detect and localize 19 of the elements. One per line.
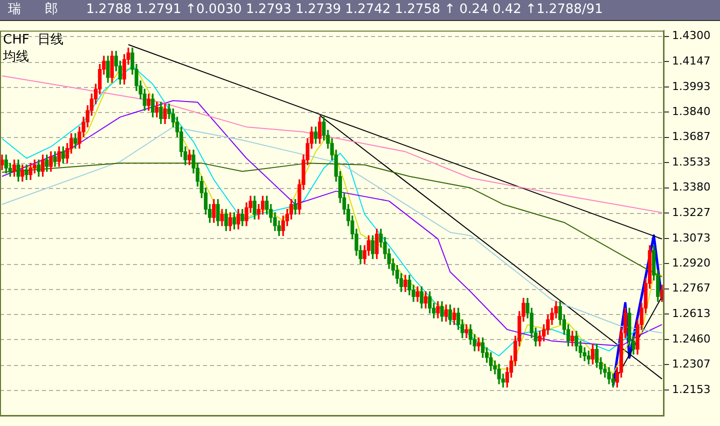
y-tick-label: 1.3380: [672, 180, 710, 194]
y-tick-label: 1.2153: [672, 382, 710, 396]
y-tick-label: 1.2920: [672, 256, 710, 270]
y-tick-label: 1.3993: [672, 80, 710, 93]
y-tick-label: 1.2613: [672, 307, 710, 320]
y-tick-label: 1.2307: [672, 357, 710, 370]
chart-subtitle: 1.2788 1.2791 ↑0.0030 1.2793 1.2739 1.2742 1.2758 ↑ 0.24 0.42 ↑1.2788/91: [86, 1, 603, 19]
chart-title: 瑞 郎: [8, 1, 68, 19]
annotation: 均线: [2, 49, 29, 64]
annotation: CHF 日线: [3, 32, 64, 48]
y-tick-label: 1.4300: [672, 29, 710, 42]
y-tick-label: 1.3227: [672, 206, 710, 219]
y-tick-label: 1.2460: [672, 332, 710, 346]
y-tick-label: 1.2767: [672, 282, 710, 295]
y-tick-label: 1.3073: [672, 231, 710, 244]
y-tick-label: 1.3840: [672, 104, 710, 118]
y-tick-label: 1.3533: [672, 156, 710, 169]
y-tick-label: 1.3687: [672, 130, 710, 144]
y-tick-label: 1.4147: [672, 54, 710, 68]
